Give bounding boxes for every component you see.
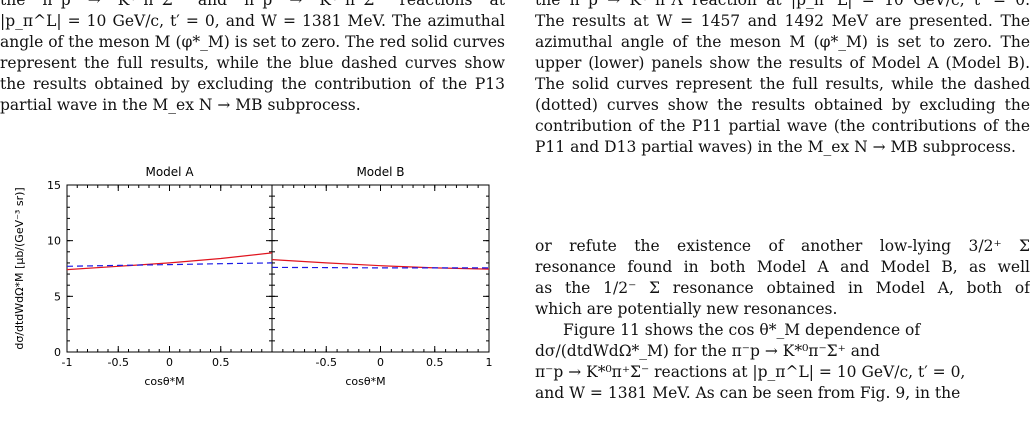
caption-line: partial wave in the M_ex N → MB subproce…: [0, 96, 361, 114]
caption-line: the π⁻p → K*⁰π⁻Σ⁺ and π⁻p → K*⁰π⁺Σ⁻ reac…: [0, 0, 505, 9]
caption-line: The results at W = 1457 and 1492 MeV are…: [535, 12, 1030, 30]
caption-line: The solid curves represent the full resu…: [535, 75, 1030, 93]
figure-11-plot: Model A -1 -0.5 0 0.5 0 5 10 15 cosθ*M dσ/dtdWdΩ*M…: [0, 152, 505, 422]
x-tick-label: -0.5: [316, 356, 337, 369]
caption-line: P11 and D13 partial waves) in the M_ex N…: [535, 138, 1016, 156]
left-figure-caption: the π⁻p → K*⁰π⁻Σ⁺ and π⁻p → K*⁰π⁺Σ⁻ reac…: [0, 0, 505, 116]
paragraph-line: π⁻p → K*⁰π⁺Σ⁻ reactions at |p_π^L| = 10 …: [535, 363, 966, 381]
caption-line: the results obtained by excluding the co…: [0, 75, 505, 93]
x-tick-label: -0.5: [108, 356, 129, 369]
x-axis-label: cosθ*M: [345, 375, 385, 388]
x-tick-label: 0: [166, 356, 173, 369]
y-tick-label: 5: [54, 290, 61, 303]
y-tick-label: 0: [54, 346, 61, 359]
caption-line: (dotted) curves show the results obtaine…: [535, 96, 1030, 114]
caption-line: angle of the meson M (φ*_M) is set to ze…: [0, 33, 505, 51]
paragraph-line: which are potentially new resonances.: [535, 300, 838, 318]
body-paragraph-1: or refute the existence of another low-l…: [535, 236, 1030, 320]
plot-svg: Model A-1 -0.5 0 0.5051015cosθ*Mdσ/dtdWdΩ*M…: [13, 165, 493, 388]
y-tick-label: 10: [47, 235, 61, 248]
paragraph-line: dσ/(dtdWdΩ*_M) for the π⁻p → K*⁰π⁻Σ⁺ and: [535, 342, 880, 360]
caption-line: azimuthal angle of the meson M (φ*_M) is…: [535, 33, 1030, 51]
dashed-curve: [271, 266, 489, 269]
body-paragraph-2: Figure 11 shows the cos θ*_M dependence …: [535, 320, 1030, 404]
x-tick-label: 0.5: [426, 356, 444, 369]
paragraph-line: or refute the existence of another low-l…: [535, 237, 1030, 255]
caption-line: |p_π^L| = 10 GeV/c, t′ = 0, and W = 1381…: [0, 12, 505, 30]
paragraph-line: and W = 1381 MeV. As can be seen from Fi…: [535, 384, 961, 402]
plot-frame: [66, 184, 273, 353]
x-tick-label: 1: [486, 356, 493, 369]
dashed-curve: [66, 262, 273, 267]
panel-title: Model A: [145, 165, 194, 179]
right-figure-caption: the π⁻p → K*⁰π⁰Λ reaction at |p_π^L| = 1…: [535, 0, 1030, 158]
y-axis-label: dσ/dtdWdΩ*M [μb/(GeV⁻³ sr)]: [13, 187, 26, 349]
paragraph-line: as the 1/2⁻ Σ resonance obtained in Mode…: [535, 279, 1030, 297]
y-tick-label: 15: [47, 179, 61, 192]
x-tick-label: -1: [62, 356, 73, 369]
x-axis-label: cosθ*M: [144, 375, 184, 388]
paragraph-line: resonance found in both Model A and Mode…: [535, 258, 1030, 276]
caption-line: the π⁻p → K*⁰π⁰Λ reaction at |p_π^L| = 1…: [535, 0, 1030, 9]
x-tick-label: 0: [377, 356, 384, 369]
x-tick-label: 0.5: [212, 356, 230, 369]
panel-title: Model B: [356, 165, 404, 179]
caption-line: represent the full results, while the bl…: [0, 54, 505, 72]
paragraph-line: Figure 11 shows the cos θ*_M dependence …: [563, 321, 921, 339]
caption-line: upper (lower) panels show the results of…: [535, 54, 1030, 72]
caption-line: contribution of the P11 partial wave (th…: [535, 117, 1030, 135]
solid-curve: [66, 252, 273, 271]
